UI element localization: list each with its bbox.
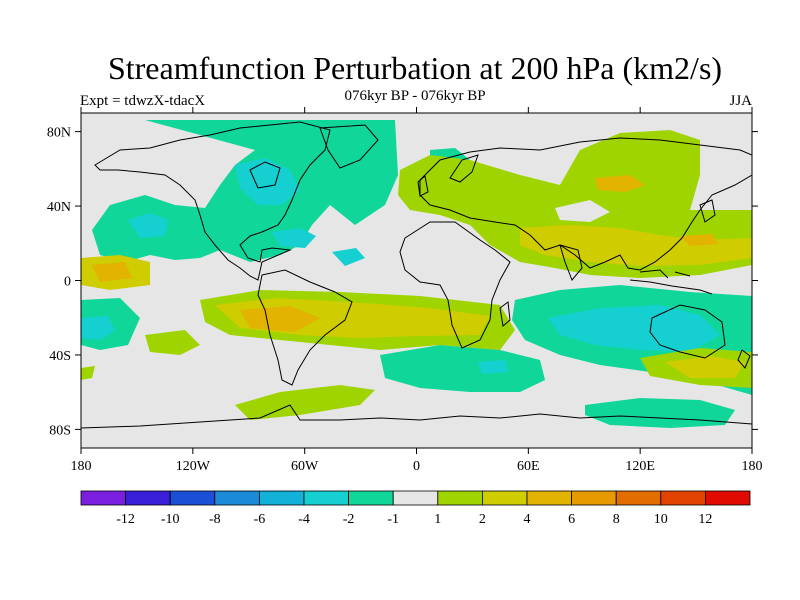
colorbar-swatch	[526, 490, 572, 506]
colorbar-swatch	[258, 490, 305, 506]
coastline-maritime-continent	[629, 269, 713, 295]
colorbar-swatch	[80, 490, 126, 506]
contour-fill-south-america-orange	[240, 306, 320, 332]
contour-fill-pacific-west-positive	[81, 366, 95, 380]
colorbar-label: 2	[479, 512, 486, 527]
coastline-antarctica	[81, 404, 752, 429]
colorbar-label: -2	[343, 512, 355, 527]
colorbar-swatch	[169, 490, 216, 506]
lon-tick-label: 180	[71, 459, 92, 474]
contour-fill-eurasia-hole	[555, 200, 610, 222]
coastline-madagascar	[499, 301, 511, 327]
coastline-eurasia	[419, 137, 752, 271]
colorbar-label: 8	[613, 512, 620, 527]
colorbar-swatch	[348, 490, 394, 506]
colorbar-label: 1	[434, 512, 441, 527]
lon-tick-label: 0	[413, 459, 420, 474]
lat-tick-label: 80S	[49, 423, 71, 438]
colorbar-swatch	[660, 490, 706, 506]
colorbar-label: -12	[116, 512, 135, 527]
colorbar-label: 6	[568, 512, 575, 527]
contour-fill-caribbean-core	[272, 228, 316, 248]
plot-title: Streamfunction Perturbation at 200 hPa (…	[107, 50, 723, 86]
contour-fill-south-pacific-west-core	[81, 316, 115, 340]
colorbar-label: -8	[209, 512, 221, 527]
colorbar-label: -10	[161, 512, 180, 527]
colorbar-swatch	[392, 490, 439, 506]
colorbar-swatch	[571, 490, 617, 506]
lat-tick-label: 40S	[49, 349, 71, 364]
contour-fill-east-pacific-core	[92, 262, 132, 282]
map-panel: 80N 40N 0 40S 80S 180 120W 60W 0 60E 120E 180	[47, 107, 763, 474]
coastline-africa	[399, 221, 511, 349]
colorbar-label: 12	[698, 512, 712, 527]
contour-fill-southern-ocean-negative	[585, 398, 735, 428]
colorbar-swatch	[437, 490, 483, 506]
contour-fill-south-atlantic-negative	[380, 345, 545, 392]
coastlines	[81, 121, 752, 429]
season-label: JJA	[729, 93, 752, 109]
lat-tick-label: 0	[64, 275, 71, 290]
colorbar-label: -4	[298, 512, 310, 527]
colorbar-swatch	[125, 490, 171, 506]
coastline-japan	[699, 199, 716, 223]
plot-subtitle: 076kyr BP - 076kyr BP	[344, 88, 486, 104]
colorbar-label: 4	[524, 512, 531, 527]
colorbar-swatch	[481, 490, 528, 506]
colorbar: -12 -10 -8 -6 -4 -2 -1 1 2 4 6 8 10 12	[80, 490, 751, 527]
contour-fill-indian-ocean-core	[548, 305, 720, 352]
lon-tick-label: 120E	[625, 459, 655, 474]
lon-tick-label: 120W	[176, 459, 211, 474]
coastline-hudson-bay	[249, 161, 281, 189]
contour-fill-south-pacific-positive	[145, 330, 200, 355]
colorbar-label: 10	[654, 512, 668, 527]
coastline-greenland	[319, 124, 379, 169]
colorbar-swatch	[303, 490, 349, 506]
contour-fill-asia-yellow	[520, 225, 752, 266]
contour-fill-east-asia-orange	[680, 234, 718, 246]
coastline-south-america	[257, 269, 353, 386]
coastline-north-america	[94, 121, 331, 281]
colorbar-label: -6	[254, 512, 266, 527]
coastline-australia	[649, 304, 726, 359]
contour-fill-atlantic-core	[332, 248, 365, 266]
contour-fill-south-atlantic-core	[478, 360, 508, 374]
contour-fill-pacific-core	[128, 213, 168, 238]
contour-fill-australia-yellow	[665, 356, 745, 378]
lon-tick-label: 60E	[517, 459, 540, 474]
lat-tick-label: 40N	[47, 200, 71, 215]
lat-tick-label: 80N	[47, 126, 71, 141]
colorbar-label: -1	[387, 512, 399, 527]
map-ticks: 80N 40N 0 40S 80S 180 120W 60W 0 60E 120E 180	[47, 107, 763, 474]
experiment-label: Expt = tdwzX-tdacX	[80, 93, 206, 109]
coastline-new-zealand	[737, 349, 751, 369]
lon-tick-label: 60W	[291, 459, 319, 474]
colorbar-swatch	[705, 490, 751, 506]
contour-fill-antarctic-positive	[235, 385, 375, 420]
coastline-uk	[417, 175, 429, 197]
lon-tick-label: 180	[742, 459, 763, 474]
coastline-scandinavia	[449, 154, 479, 183]
colorbar-swatch	[615, 490, 662, 506]
colorbar-swatch	[214, 490, 260, 506]
coastline-india	[559, 244, 583, 281]
contour-fill-asia-orange	[595, 175, 645, 192]
